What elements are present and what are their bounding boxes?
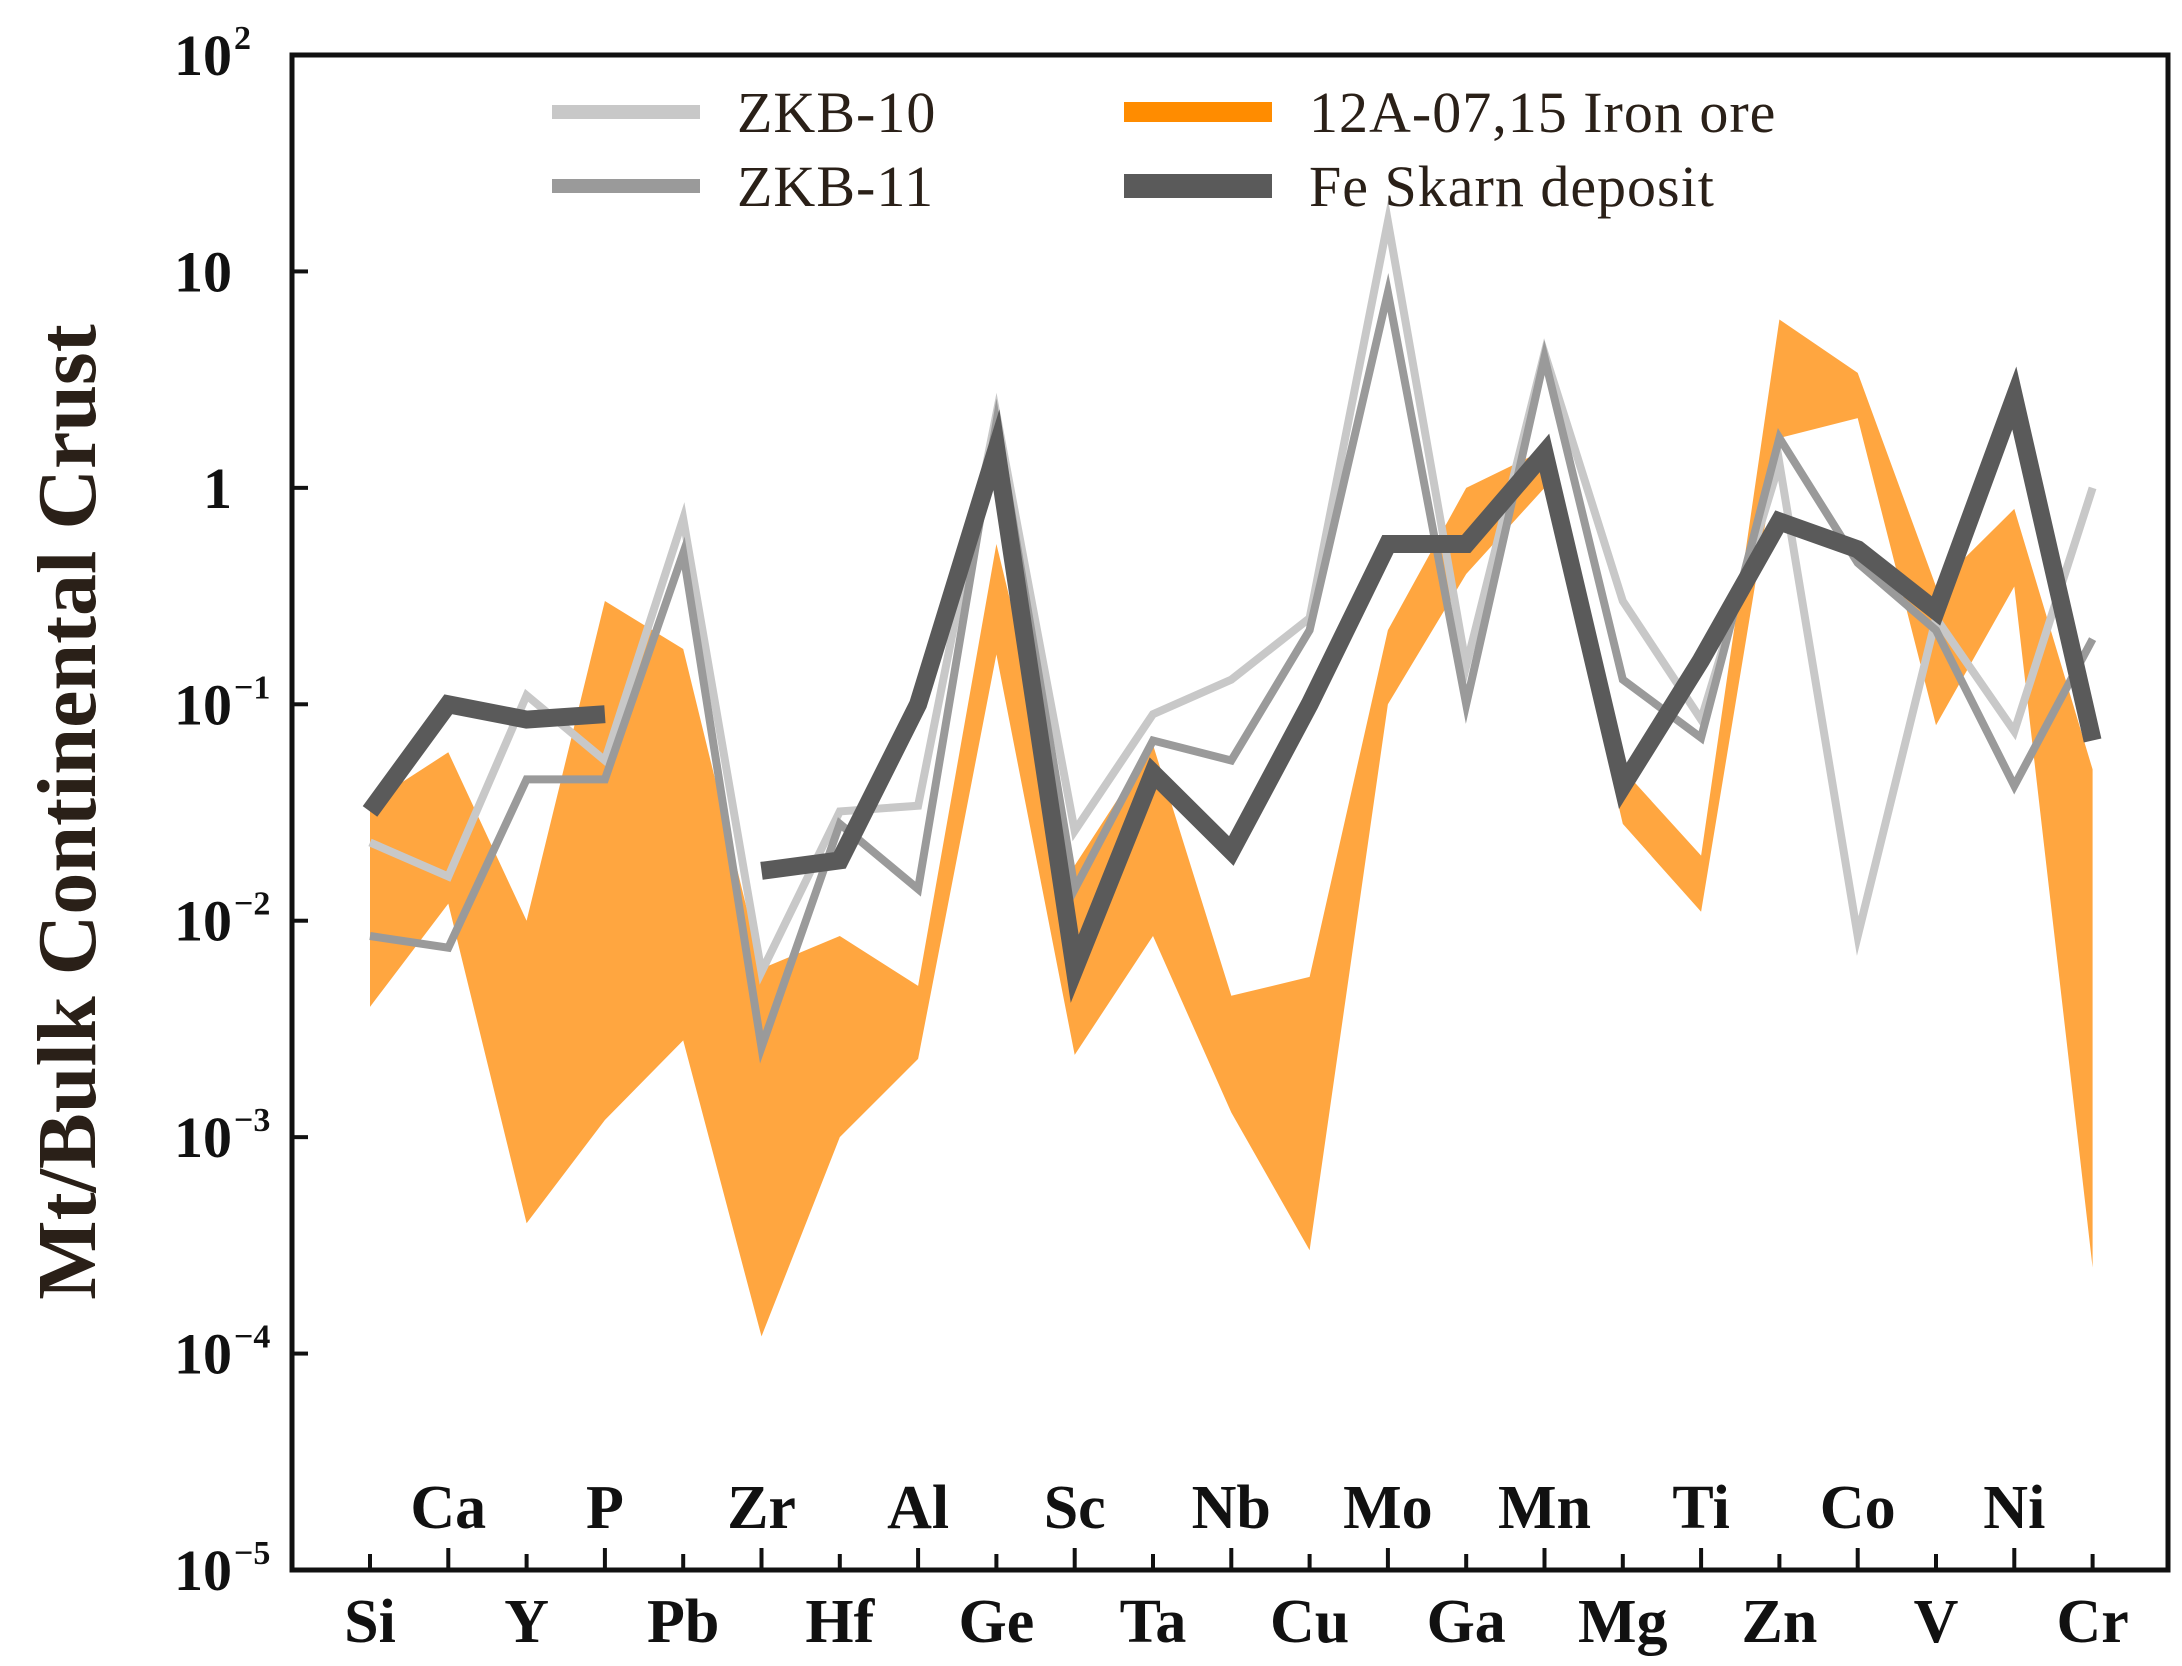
series-fe-skarn-deposit [362,366,2102,1003]
legend: ZKB-10 ZKB-11 12A-07,15 Iron ore Fe Skarn d… [552,80,1776,219]
y-tick-label-3: 10 [174,889,232,954]
x-tick-label-Hf: Hf [805,1588,875,1656]
legend-label-3: Fe Skarn deposit [1309,154,1715,219]
x-tick-label-Mn: Mn [1498,1474,1591,1542]
x-tick-label-Zn: Zn [1741,1588,1817,1656]
x-tick-label-Ge: Ge [959,1588,1035,1656]
x-tick-label-Al: Al [887,1474,949,1542]
x-tick-label-Sc: Sc [1044,1474,1106,1542]
x-tick-label-Mo: Mo [1343,1474,1433,1542]
y-tick-exp-1: −4 [234,1319,270,1356]
y-tick-exp-7: 2 [234,20,251,57]
series-zkb-11 [369,273,2097,1064]
legend-label-2: 12A-07,15 Iron ore [1309,80,1776,145]
x-tick-label-Ti: Ti [1672,1474,1729,1542]
x-tick-label-P: P [586,1474,624,1542]
x-tick-label-Co: Co [1820,1474,1896,1542]
series-zkb-10 [368,199,2097,985]
y-tick-label-4: 10 [174,672,232,737]
y-tick-label-5: 1 [203,456,232,521]
legend-label-1: ZKB-11 [737,154,934,219]
x-tick-label-Si: Si [344,1588,396,1656]
series-line-0-0 [368,199,2097,985]
series-layer [362,199,2102,1064]
x-tick-label-Ni: Ni [1983,1474,2045,1542]
x-tick-label-Ga: Ga [1427,1588,1506,1656]
x-tick-label-Nb: Nb [1192,1474,1271,1542]
x-tick-label-Y: Y [504,1588,549,1656]
x-tick-label-Cr: Cr [2056,1588,2128,1656]
y-tick-label-1: 10 [174,1322,232,1387]
iron-ore-band-layer [370,319,2093,1337]
x-tick-label-V: V [1914,1588,1959,1656]
y-tick-exp-4: −1 [234,669,270,706]
y-tick-exp-2: −3 [234,1102,270,1139]
series-line-2-0 [362,694,606,817]
y-tick-label-2: 10 [174,1105,232,1170]
y-tick-exp-0: −5 [234,1535,270,1572]
x-tick-label-Mg: Mg [1578,1588,1668,1656]
y-tick-exp-3: −2 [234,886,270,923]
y-tick-label-6: 10 [174,239,232,304]
x-tick-label-Zr: Zr [727,1474,796,1542]
y-tick-label-0: 10 [174,1538,232,1603]
x-tick-label-Pb: Pb [647,1588,719,1656]
y-axis-label: Mt/Bulk Continental Crust [21,324,114,1299]
x-tick-label-Cu: Cu [1270,1588,1349,1656]
x-tick-label-Ca: Ca [410,1474,486,1542]
series-line-1-0 [369,273,2097,1064]
legend-label-0: ZKB-10 [737,80,936,145]
y-tick-label-7: 10 [174,23,232,88]
x-tick-label-Ta: Ta [1120,1588,1187,1656]
iron-ore-band [370,319,2093,1337]
series-line-2-1 [760,366,2102,1003]
